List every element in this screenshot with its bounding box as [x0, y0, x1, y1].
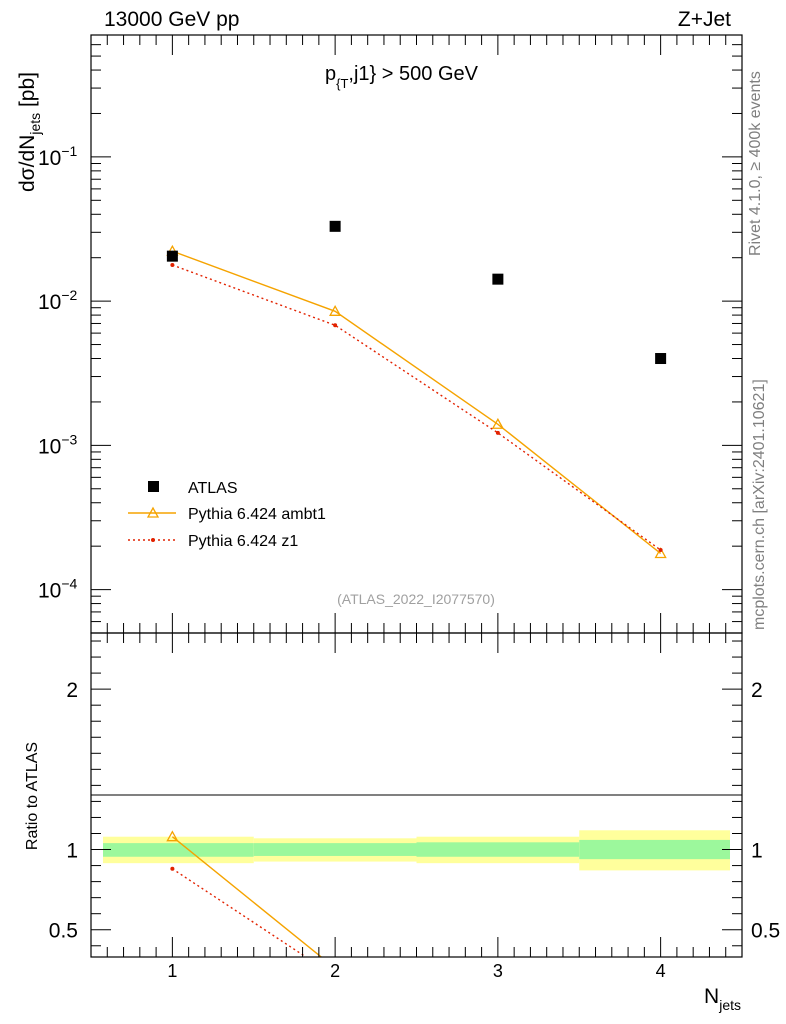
ratio-axes: 0.5 0.5 1 1 2 2 1 2 3 4 [49, 633, 780, 981]
ratio-frame [90, 632, 743, 958]
series-line-ambt1 [172, 250, 662, 555]
legend-label: Pythia 6.424 ambt1 [188, 506, 326, 523]
ratio-panel: 0.5 0.5 1 1 2 2 1 2 3 4 Ratio to ATLAS Njets [24, 632, 780, 1013]
point-atlas [655, 353, 667, 365]
ratio-band-inner [579, 839, 730, 860]
x-tick-label: 2 [330, 961, 340, 981]
ratio-band-inner [253, 843, 417, 856]
series-line-z1 [172, 264, 662, 551]
legend-label: ATLAS [188, 480, 238, 497]
ratio-y-tick-label-right: 2 [751, 679, 763, 702]
ratio-data-marks [166, 830, 323, 957]
main-y-axis-label: dσ/dNjets [pb] [16, 72, 43, 192]
point-atlas [166, 250, 178, 262]
point-ambt1 [654, 547, 667, 559]
legend-marker-z1 [151, 538, 155, 542]
x-tick-label: 1 [167, 961, 177, 981]
cut-label: p{T,j1} > 500 GeV [325, 63, 479, 91]
process-label: Z+Jet [678, 8, 731, 31]
point-ambt1 [491, 417, 504, 429]
ratio-point-z1 [170, 866, 175, 871]
ratio-y-tick-label-left: 2 [66, 679, 78, 702]
point-atlas [492, 273, 504, 285]
point-z1 [658, 548, 663, 553]
analysis-id-label: (ATLAS_2022_I2077570) [337, 591, 495, 607]
rivet-version-label: Rivet 4.1.0, ≥ 400k events [747, 71, 764, 256]
legend-marker-atlas [148, 481, 159, 492]
x-tick-label: 3 [493, 961, 503, 981]
point-atlas [329, 220, 341, 232]
ratio-band-inner [416, 842, 580, 857]
point-z1 [170, 263, 175, 268]
main-data-marks [166, 220, 667, 559]
ratio-bands [103, 830, 730, 871]
x-tick-label: 4 [656, 961, 666, 981]
ratio-line-ambt1 [171, 836, 323, 957]
ratio-band-inner [103, 843, 254, 857]
ratio-y-tick-label-left: 0.5 [49, 920, 78, 943]
y-tick-label: 10−1 [38, 143, 78, 170]
ratio-series-group [166, 830, 323, 957]
main-panel: 10−1 10−2 10−3 10−4 p{T,j1} > 500 GeV (ATLA… [16, 34, 743, 634]
ratio-y-axis-label: Ratio to ATLAS [24, 742, 41, 850]
point-ambt1 [329, 304, 342, 316]
point-z1 [495, 430, 500, 435]
ratio-y-tick-label-right: 0.5 [751, 920, 780, 943]
y-tick-label: 10−2 [38, 287, 78, 314]
y-tick-label: 10−4 [38, 576, 78, 603]
energy-label: 13000 GeV pp [104, 8, 239, 31]
ratio-y-tick-label-left: 1 [66, 840, 78, 863]
x-axis-label: Njets [704, 985, 741, 1013]
main-axes: 10−1 10−2 10−3 10−4 [38, 35, 743, 634]
legend: ATLAS Pythia 6.424 ambt1 Pythia 6.424 z1 [128, 480, 326, 550]
legend-label: Pythia 6.424 z1 [188, 533, 298, 550]
point-z1 [333, 323, 338, 328]
y-tick-label: 10−3 [38, 431, 78, 458]
ratio-y-tick-label-right: 1 [751, 840, 763, 863]
ratio-line-z1 [171, 868, 308, 957]
ratio-point-ambt1 [166, 830, 179, 842]
legend-marker-ambt1 [146, 506, 160, 518]
mcplots-label: mcplots.cern.ch [arXiv:2401.10621] [751, 379, 768, 630]
